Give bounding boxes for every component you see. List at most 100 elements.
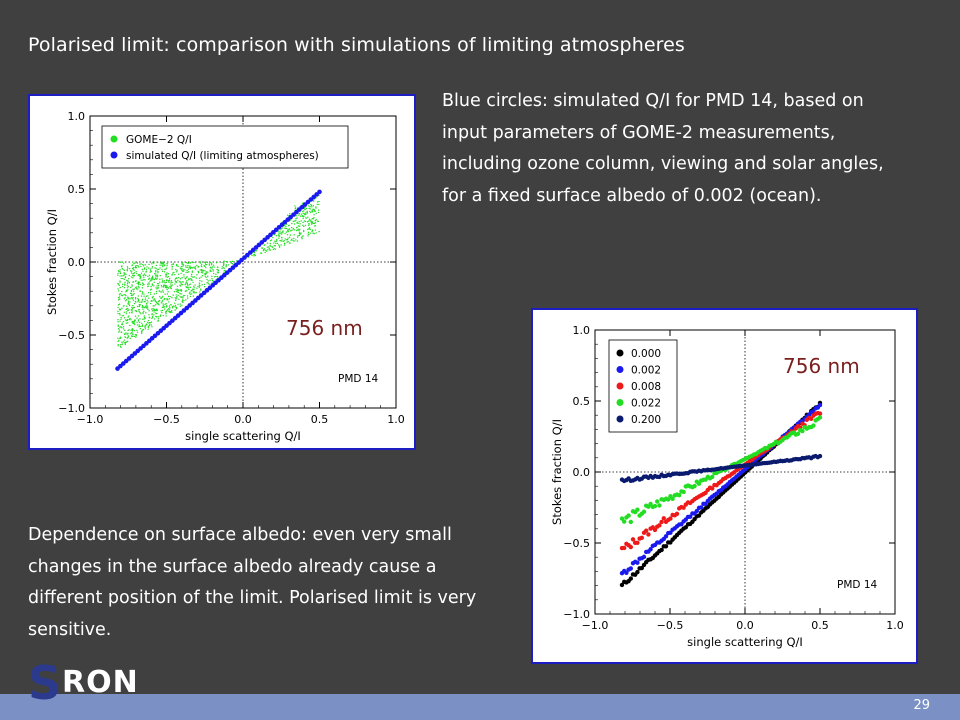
gome2-point: [120, 294, 123, 296]
gome2-point: [167, 291, 169, 293]
gome2-point: [159, 295, 161, 298]
gome2-point: [180, 283, 183, 285]
gome2-point: [124, 329, 126, 332]
gome2-point: [153, 285, 155, 287]
gome2-point: [150, 288, 153, 290]
gome2-point: [153, 281, 155, 284]
gome2-point: [133, 293, 135, 295]
gome2-point: [274, 245, 277, 247]
gome2-point: [194, 268, 197, 270]
gome2-point: [151, 263, 153, 265]
gome2-point: [310, 223, 313, 225]
gome2-point: [315, 212, 317, 215]
gome2-point: [302, 210, 305, 212]
gome2-point: [132, 320, 134, 323]
gome2-point: [284, 232, 286, 235]
gome2-point: [201, 275, 204, 277]
gome2-point: [299, 215, 302, 217]
gome2-point: [212, 270, 214, 272]
albedo-point: [622, 545, 627, 551]
legend-label: 0.002: [631, 365, 661, 377]
gome2-point: [139, 327, 142, 330]
gome2-point: [297, 235, 299, 237]
gome2-point: [309, 211, 312, 214]
gome2-point: [196, 287, 198, 289]
gome2-point: [231, 262, 234, 265]
gome2-point: [313, 200, 315, 202]
gome2-point: [142, 265, 145, 267]
gome2-point: [124, 283, 126, 285]
gome2-point: [298, 220, 300, 223]
gome2-point: [291, 229, 293, 231]
gome2-point: [275, 242, 277, 245]
gome2-point: [209, 279, 211, 281]
gome2-point: [203, 283, 206, 286]
gome2-point: [198, 282, 201, 284]
gome2-point: [175, 281, 177, 284]
gome2-point: [221, 267, 223, 270]
albedo-point: [635, 540, 640, 546]
gome2-point: [289, 230, 291, 232]
gome2-point: [278, 234, 280, 236]
gome2-point: [199, 285, 201, 287]
gome2-point: [159, 314, 162, 316]
gome2-point: [190, 293, 193, 295]
gome2-point: [124, 319, 127, 321]
gome2-point: [158, 290, 161, 292]
gome2-point: [167, 275, 170, 278]
gome2-point: [179, 305, 181, 307]
gome2-point: [177, 279, 179, 282]
gome2-point: [156, 285, 158, 287]
gome2-point: [289, 213, 291, 215]
gome2-point: [134, 298, 137, 300]
gome2-point: [205, 276, 207, 278]
gome2-point: [253, 251, 256, 254]
gome2-point: [119, 286, 121, 289]
gome2-point: [131, 321, 133, 323]
gome2-point: [204, 275, 206, 277]
gome2-point: [141, 287, 144, 289]
gome2-point: [138, 274, 140, 276]
gome2-point: [138, 324, 140, 326]
albedo-point: [710, 486, 715, 491]
gome2-point: [176, 288, 179, 290]
gome2-point: [144, 328, 147, 330]
gome2-point: [167, 295, 170, 298]
albedo-point: [817, 411, 823, 416]
gome2-point: [117, 312, 119, 315]
gome2-point: [161, 264, 163, 267]
gome2-point: [144, 326, 146, 328]
gome2-point: [167, 281, 170, 283]
gome2-point: [207, 275, 209, 277]
gome2-point: [120, 318, 122, 321]
gome2-point: [151, 261, 153, 264]
gome2-point: [147, 308, 149, 311]
gome2-point: [131, 284, 133, 286]
gome2-point: [142, 308, 144, 310]
albedo-point: [663, 544, 669, 549]
gome2-point: [167, 273, 170, 275]
gome2-point: [304, 224, 307, 227]
gome2-point: [139, 290, 141, 292]
gome2-point: [117, 299, 120, 301]
gome2-point: [181, 269, 183, 272]
gome2-point: [212, 272, 215, 275]
gome2-point: [155, 287, 157, 289]
gome2-point: [118, 330, 121, 332]
gome2-point: [125, 294, 127, 297]
description-blue-circles: Blue circles: simulated Q/I for PMD 14, …: [442, 91, 884, 206]
gome2-point: [153, 298, 156, 300]
gome2-point: [189, 265, 191, 267]
gome2-point: [305, 207, 308, 210]
gome2-point: [133, 321, 135, 324]
gome2-point: [166, 262, 168, 265]
gome2-point: [127, 329, 129, 332]
gome2-point: [182, 281, 184, 283]
gome2-point: [186, 283, 189, 286]
gome2-point: [171, 274, 173, 276]
gome2-point: [275, 240, 277, 243]
gome2-point: [155, 316, 157, 318]
gome2-point: [311, 206, 313, 208]
gome2-point: [143, 283, 145, 286]
gome2-point: [278, 246, 281, 248]
